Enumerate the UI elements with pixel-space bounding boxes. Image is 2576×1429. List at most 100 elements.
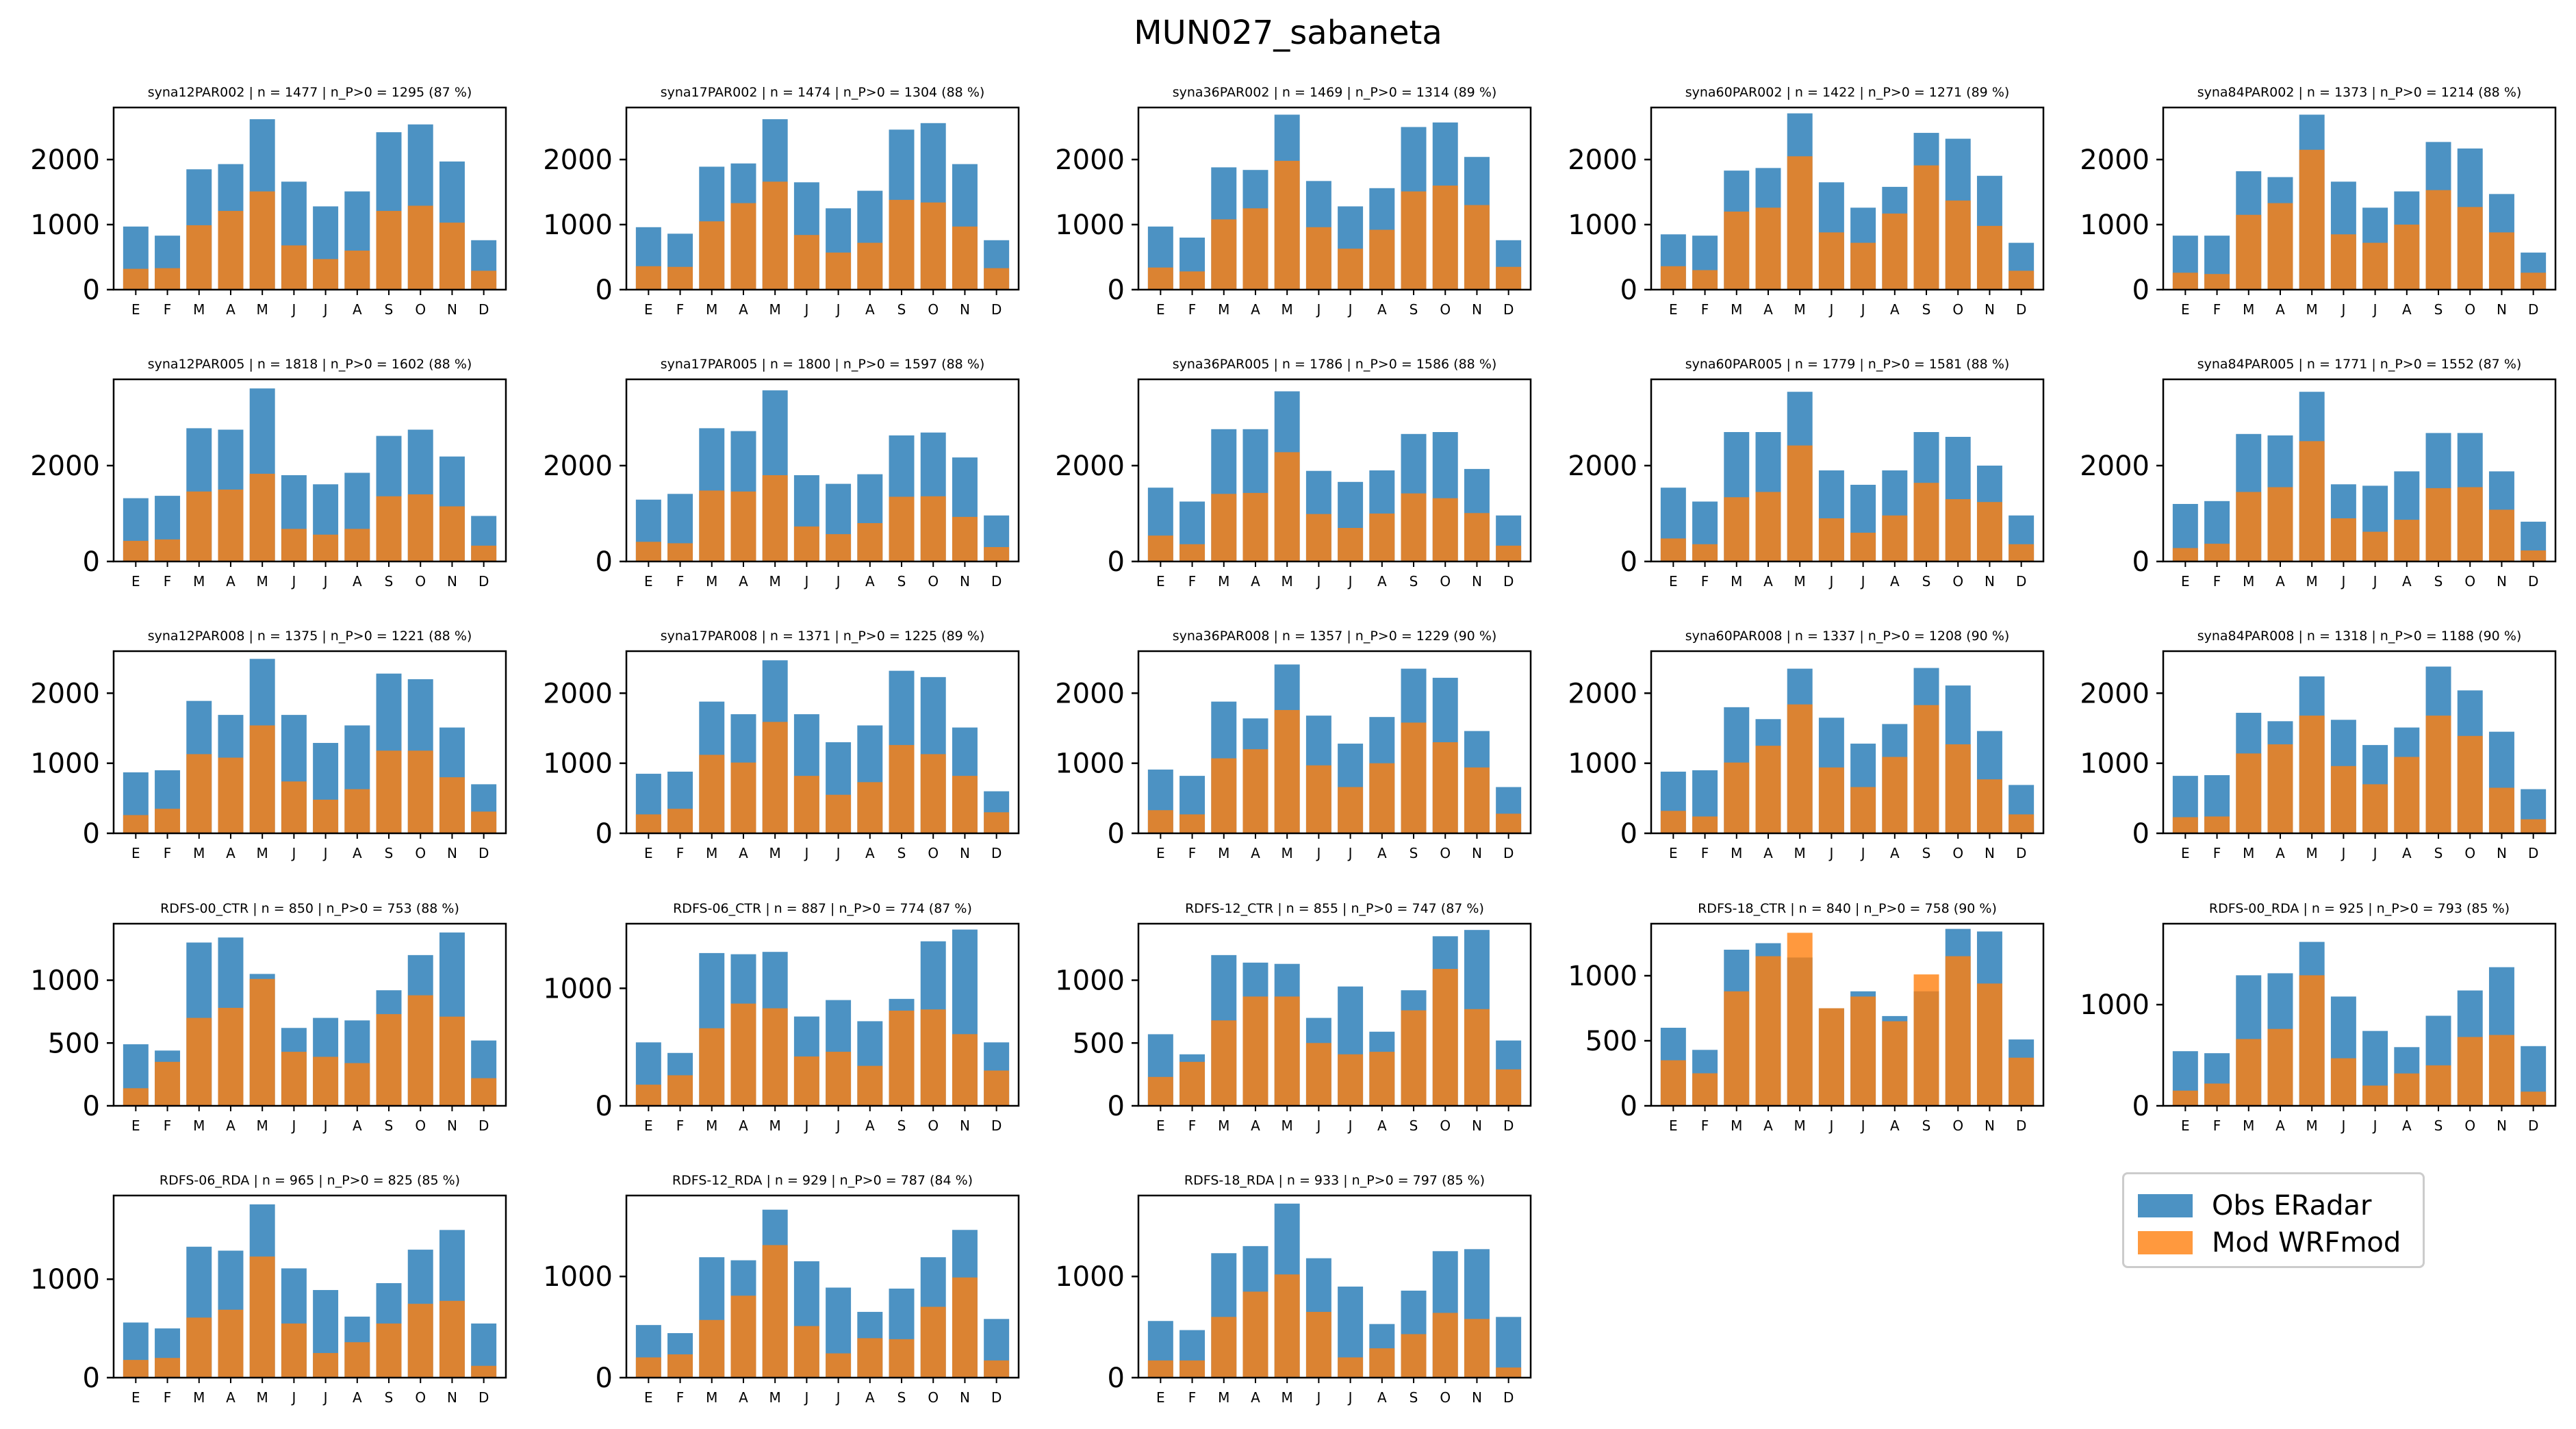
x-tick-label: O <box>1952 301 1963 318</box>
subplot-14: syna84PAR008 | n = 1318 | n_P>0 = 1188 (… <box>2080 629 2557 861</box>
x-tick-label: F <box>1701 1117 1709 1134</box>
x-tick-label: J <box>803 1389 808 1406</box>
x-tick-label: E <box>1156 573 1165 590</box>
bar-mod <box>1401 1010 1427 1106</box>
x-tick-label: S <box>2434 573 2443 590</box>
subplot-title: RDFS-18_CTR | n = 840 | n_P>0 = 758 (90 … <box>1698 901 1997 916</box>
x-tick-label: N <box>2497 573 2507 590</box>
x-tick-label: A <box>2402 1117 2412 1134</box>
subplot-13: syna60PAR008 | n = 1337 | n_P>0 = 1208 (… <box>1568 629 2045 861</box>
bar-mod <box>1945 744 1971 833</box>
x-tick-label: M <box>706 573 717 590</box>
subplot-title: RDFS-12_CTR | n = 855 | n_P>0 = 747 (87 … <box>1185 901 1484 916</box>
x-tick-label: J <box>290 845 296 861</box>
bar-mod <box>407 1304 433 1378</box>
x-tick-label: N <box>1472 1389 1482 1406</box>
y-tick-label: 1000 <box>30 1264 100 1295</box>
x-tick-label: N <box>960 573 970 590</box>
y-tick-label: 0 <box>1620 546 1637 578</box>
x-tick-label: M <box>1731 1117 1742 1134</box>
x-tick-label: A <box>739 573 748 590</box>
bar-mod <box>2521 273 2547 290</box>
x-tick-label: O <box>415 1389 426 1406</box>
bar-mod <box>123 540 149 561</box>
bar-mod <box>281 1323 307 1378</box>
bar-mod <box>1179 1360 1206 1378</box>
bar-mod <box>1369 229 1395 290</box>
x-tick-label: D <box>1503 1117 1514 1134</box>
x-tick-label: F <box>676 1117 685 1134</box>
x-tick-label: A <box>1251 845 1260 861</box>
y-tick-label: 2000 <box>543 451 613 482</box>
y-tick-label: 2000 <box>1055 451 1125 482</box>
x-tick-label: A <box>2402 301 2412 318</box>
y-tick-label: 2000 <box>30 144 100 176</box>
subplot-10: syna12PAR008 | n = 1375 | n_P>0 = 1221 (… <box>30 629 507 861</box>
x-tick-label: F <box>1701 573 1709 590</box>
bar-mod <box>699 755 725 833</box>
bar-mod <box>826 534 852 561</box>
bar-mod <box>762 1008 788 1106</box>
y-tick-label: 2000 <box>1055 144 1125 176</box>
x-tick-label: O <box>928 301 939 318</box>
bar-mod <box>1976 983 2002 1106</box>
subplot-18: RDFS-18_CTR | n = 840 | n_P>0 = 758 (90 … <box>1568 901 2045 1134</box>
subplot-22: RDFS-18_RDA | n = 933 | n_P>0 = 797 (85 … <box>1055 1173 1532 1406</box>
y-tick-label: 1000 <box>543 973 613 1004</box>
x-tick-label: O <box>928 845 939 861</box>
bar-mod <box>1882 213 1908 290</box>
x-tick-label: A <box>1763 301 1773 318</box>
x-tick-label: A <box>739 845 748 861</box>
bar-mod <box>1147 535 1173 561</box>
subplot-title: syna12PAR002 | n = 1477 | n_P>0 = 1295 (… <box>148 85 472 100</box>
y-tick-label: 0 <box>83 1363 100 1394</box>
x-tick-label: J <box>1347 1117 1353 1134</box>
x-tick-label: J <box>2340 573 2345 590</box>
legend-swatch-obs <box>2138 1194 2193 1217</box>
x-tick-label: M <box>193 573 205 590</box>
x-tick-label: A <box>1251 573 1260 590</box>
subplot-title: syna60PAR008 | n = 1337 | n_P>0 = 1208 (… <box>1685 629 2010 644</box>
x-tick-label: A <box>2275 845 2285 861</box>
x-tick-label: A <box>739 301 748 318</box>
y-tick-label: 1000 <box>543 1261 613 1293</box>
x-tick-label: E <box>1156 301 1165 318</box>
x-tick-label: J <box>835 573 841 590</box>
x-tick-label: A <box>226 845 235 861</box>
x-tick-label: E <box>131 301 140 318</box>
subplot-21: RDFS-12_RDA | n = 929 | n_P>0 = 787 (84 … <box>543 1173 1020 1406</box>
bar-mod <box>249 1256 275 1378</box>
bar-mod <box>1787 156 1813 290</box>
legend: Obs ERadar Mod WRFmod <box>2122 1172 2425 1268</box>
bar-mod <box>471 545 497 561</box>
axes-frame <box>112 106 507 291</box>
x-tick-label: N <box>960 1117 970 1134</box>
x-tick-label: S <box>1922 1117 1931 1134</box>
bar-mod <box>471 1365 497 1378</box>
y-tick-label: 0 <box>2132 546 2150 578</box>
bar-mod <box>635 814 661 833</box>
bar-mod <box>1882 1021 1908 1106</box>
bar-mod <box>186 491 212 561</box>
y-tick-label: 0 <box>2132 818 2150 850</box>
subplot-9: syna84PAR005 | n = 1771 | n_P>0 = 1552 (… <box>2080 357 2557 590</box>
bar-mod <box>1242 208 1268 290</box>
x-tick-label: J <box>322 1117 328 1134</box>
bar-mod <box>730 203 756 290</box>
y-tick-label: 500 <box>1073 1028 1125 1059</box>
x-tick-label: S <box>385 845 394 861</box>
bar-mod <box>1882 757 1908 833</box>
bar-mod <box>2172 1090 2198 1106</box>
subplot-title: syna84PAR002 | n = 1373 | n_P>0 = 1214 (… <box>2197 85 2522 100</box>
x-tick-label: A <box>1377 573 1387 590</box>
bar-mod <box>2236 1039 2262 1106</box>
x-tick-label: F <box>1701 845 1709 861</box>
bar-mod <box>439 506 465 561</box>
x-tick-label: S <box>1410 1117 1418 1134</box>
x-tick-label: D <box>991 301 1002 318</box>
x-tick-label: D <box>2016 1117 2026 1134</box>
bar-mod <box>1211 758 1237 833</box>
bar-mod <box>1660 1060 1686 1106</box>
bar-mod <box>1913 974 1939 1106</box>
x-tick-label: J <box>2340 845 2345 861</box>
